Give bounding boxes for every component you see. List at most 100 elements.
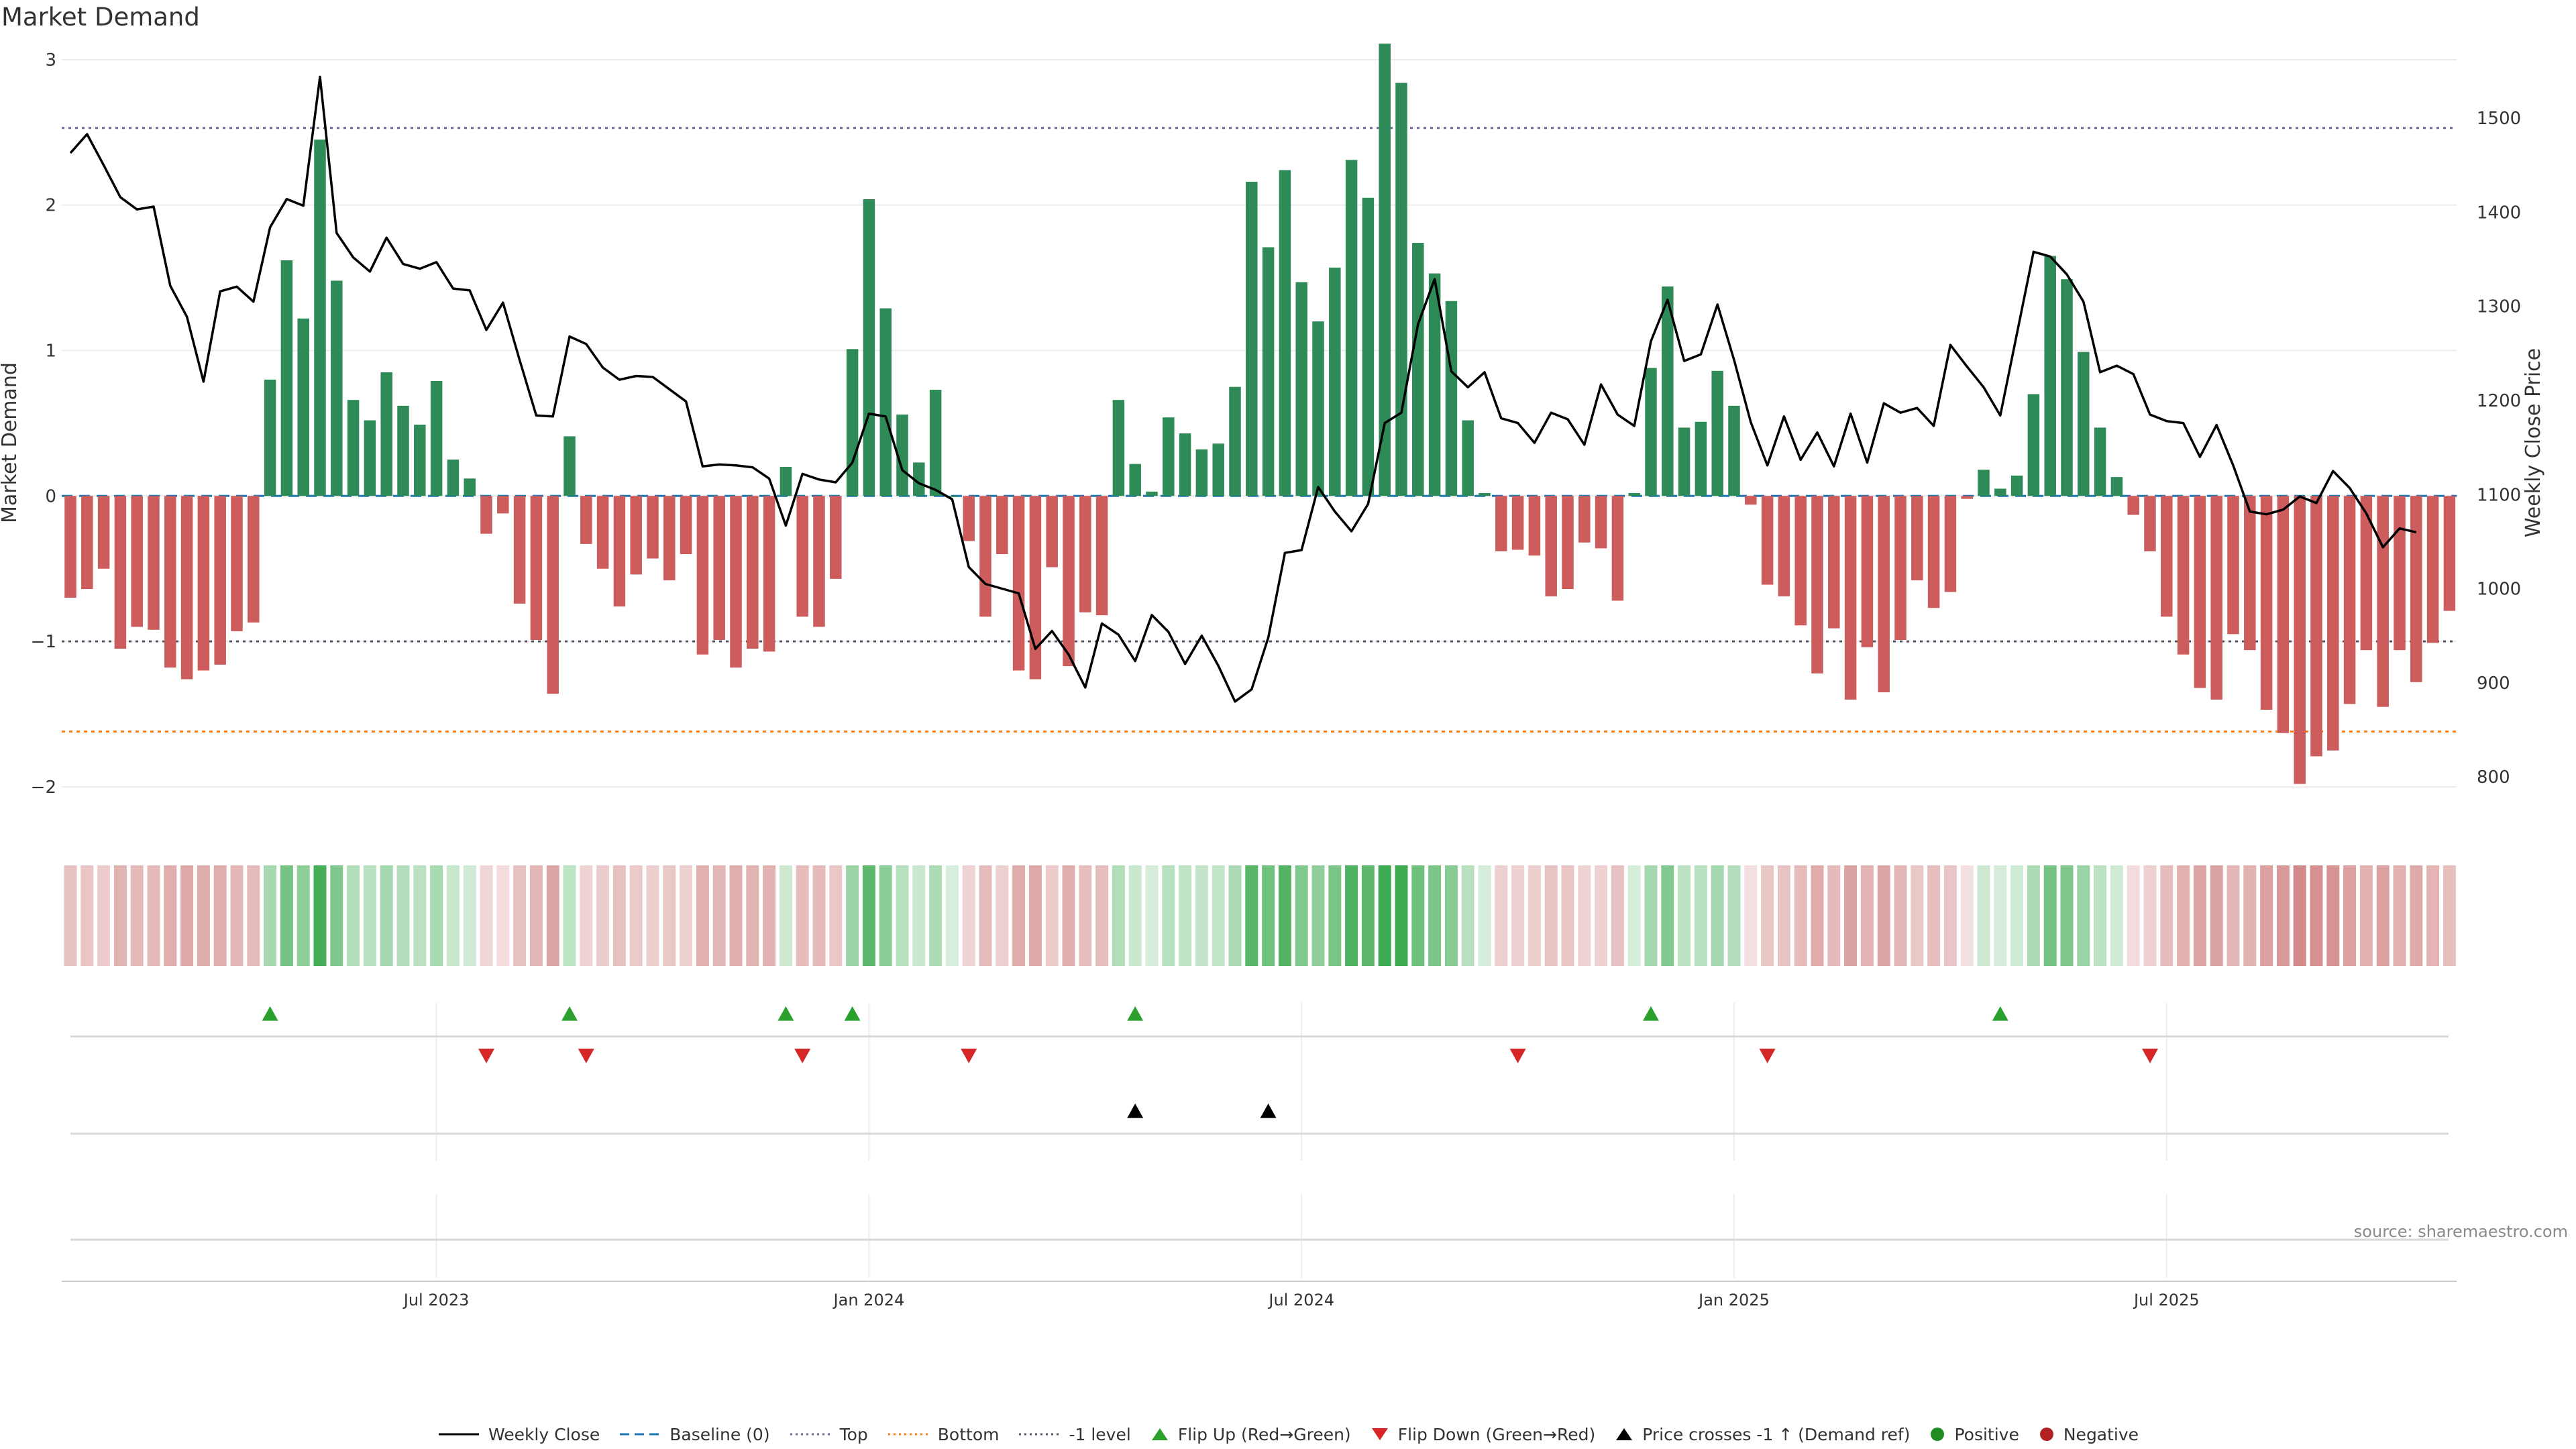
price-cross-marker <box>1127 1104 1144 1118</box>
grid-lines <box>62 58 2457 1278</box>
demand-strip-cell <box>2177 865 2190 966</box>
legend-label: Top <box>839 1424 868 1444</box>
flip-up-marker <box>844 1006 861 1021</box>
legend-label: Weekly Close <box>488 1424 600 1444</box>
demand-bar <box>647 496 659 559</box>
demand-bar <box>513 496 526 604</box>
weekly-close-line-group <box>69 75 2417 703</box>
demand-bar <box>2410 496 2422 682</box>
demand-bar <box>231 496 243 631</box>
demand-bar <box>1312 321 1324 496</box>
demand-bar <box>2377 496 2389 707</box>
chart-title: Market Demand <box>1 3 200 32</box>
demand-heat-strip <box>64 865 2456 966</box>
demand-bars <box>64 43 2456 784</box>
demand-strip-cell <box>446 865 460 966</box>
demand-strip-cell <box>596 865 610 966</box>
demand-bar <box>1395 83 1407 496</box>
price-cross-triangle-icon <box>1616 1428 1633 1440</box>
demand-bar <box>680 496 692 555</box>
demand-strip-cell <box>1911 865 1924 966</box>
flip-down-marker <box>578 1049 594 1063</box>
demand-bar <box>1562 496 1574 590</box>
legend-item-flip-up: Flip Up (Red→Green) <box>1150 1425 1351 1444</box>
legend-baseline-swatch <box>620 1433 661 1436</box>
demand-strip-cell <box>247 865 260 966</box>
demand-strip-cell <box>264 865 277 966</box>
demand-strip-cell <box>1943 865 1957 966</box>
demand-strip-cell <box>796 865 809 966</box>
demand-bar <box>2177 496 2190 655</box>
demand-bar <box>796 496 808 617</box>
demand-strip-cell <box>1428 865 1442 966</box>
demand-bar <box>929 390 942 496</box>
demand-strip-cell <box>1179 865 1192 966</box>
demand-strip-cell <box>1595 865 1608 966</box>
legend-label: Price crosses -1 ↑ (Demand ref) <box>1642 1424 1911 1444</box>
demand-bar <box>763 496 775 652</box>
demand-bar <box>963 496 975 541</box>
demand-strip-cell <box>712 865 726 966</box>
demand-bar <box>1662 286 1674 496</box>
demand-strip-cell <box>763 865 776 966</box>
demand-bar <box>1878 496 1890 693</box>
demand-bar <box>464 478 476 496</box>
demand-strip-cell <box>529 865 543 966</box>
source-credit: source: sharemaestro.com <box>2353 1222 2568 1241</box>
y-tick-label: −1 <box>31 632 56 652</box>
y-tick-label: −2 <box>31 777 56 798</box>
demand-bar <box>1695 421 1707 496</box>
demand-strip-cell <box>396 865 410 966</box>
demand-bar <box>1329 267 1341 496</box>
demand-bar <box>2061 279 2073 496</box>
demand-strip-cell <box>80 865 94 966</box>
demand-strip-cell <box>696 865 709 966</box>
demand-strip-cell <box>2326 865 2340 966</box>
demand-bar <box>747 496 759 649</box>
demand-strip-cell <box>896 865 909 966</box>
y-tick-label: 3 <box>45 50 56 70</box>
demand-strip-cell <box>2077 865 2090 966</box>
demand-strip-cell <box>1960 865 1974 966</box>
demand-bar <box>996 496 1008 555</box>
demand-strip-cell <box>2393 865 2406 966</box>
demand-strip-cell <box>480 865 493 966</box>
demand-strip-cell <box>1777 865 1790 966</box>
demand-strip-cell <box>1561 865 1574 966</box>
demand-strip-cell <box>64 865 77 966</box>
demand-bar <box>164 496 176 668</box>
y2-tick-label: 1000 <box>2477 580 2521 600</box>
y-tick-label: 2 <box>45 196 56 216</box>
demand-strip-cell <box>330 865 343 966</box>
demand-bar <box>1079 496 1091 612</box>
demand-bar <box>863 199 875 496</box>
demand-bar <box>1445 301 1458 496</box>
flip-down-marker <box>1509 1049 1526 1063</box>
demand-strip-cell <box>1395 865 1408 966</box>
demand-strip-cell <box>962 865 975 966</box>
x-tick-label: Jan 2024 <box>833 1291 905 1309</box>
demand-strip-cell <box>297 865 310 966</box>
demand-bar <box>214 496 226 665</box>
demand-strip-cell <box>2094 865 2107 966</box>
demand-strip-cell <box>1794 865 1807 966</box>
demand-bar <box>1046 496 1058 568</box>
demand-bar <box>1029 496 1042 680</box>
demand-bar <box>596 496 609 569</box>
demand-bar <box>2161 496 2173 617</box>
demand-bar <box>2078 352 2090 496</box>
demand-bar <box>2194 496 2206 688</box>
y2-tick-label: 1500 <box>2477 109 2521 129</box>
demand-strip-cell <box>347 865 360 966</box>
demand-strip-cell <box>629 865 643 966</box>
demand-bar <box>2443 496 2456 611</box>
demand-bar <box>1229 386 1241 496</box>
demand-bar <box>364 420 376 496</box>
flip-down-marker <box>794 1049 811 1063</box>
demand-bar <box>813 496 825 627</box>
demand-bar <box>1894 496 1907 640</box>
demand-bar <box>430 381 443 496</box>
demand-strip-cell <box>996 865 1009 966</box>
x-tick-label: Jul 2025 <box>2133 1291 2200 1309</box>
demand-strip-cell <box>1028 865 1042 966</box>
